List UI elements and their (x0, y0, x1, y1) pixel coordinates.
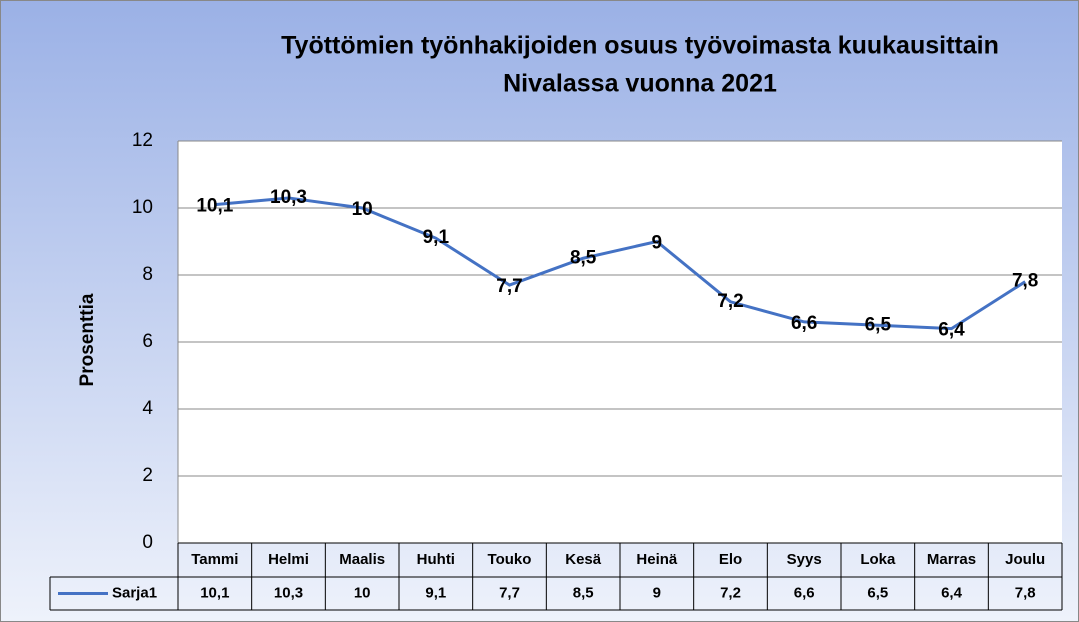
y-tick-label: 12 (132, 130, 153, 151)
x-tick-label: Tammi (191, 551, 238, 568)
table-value: 6,4 (941, 584, 963, 601)
data-label: 8,5 (570, 247, 597, 268)
x-tick-label: Elo (719, 551, 742, 568)
data-label: 6,6 (791, 313, 817, 334)
x-tick-label: Huhti (417, 551, 455, 568)
x-tick-label: Helmi (268, 551, 309, 568)
x-tick-label: Syys (787, 551, 822, 568)
y-tick-label: 0 (142, 532, 153, 553)
table-value: 7,7 (499, 584, 520, 601)
x-tick-label: Marras (927, 551, 976, 568)
x-tick-label: Joulu (1005, 551, 1045, 568)
table-value: 7,2 (720, 584, 741, 601)
data-label: 7,7 (496, 276, 522, 297)
x-tick-label: Touko (488, 551, 532, 568)
data-label: 7,8 (1012, 271, 1038, 292)
data-label: 7,2 (717, 291, 743, 312)
table-value: 6,6 (794, 584, 815, 601)
chart-subtitle: Nivalassa vuonna 2021 (503, 70, 777, 98)
data-label: 9 (652, 233, 663, 254)
legend-label: Sarja1 (112, 584, 157, 601)
x-tick-label: Kesä (565, 551, 602, 568)
data-label: 10 (352, 199, 373, 220)
table-value: 8,5 (573, 584, 594, 601)
y-tick-label: 6 (142, 331, 153, 352)
table-value: 9,1 (425, 584, 446, 601)
x-tick-label: Maalis (339, 551, 385, 568)
data-label: 10,3 (270, 187, 307, 208)
table-value: 6,5 (867, 584, 888, 601)
table-value: 10,1 (200, 584, 229, 601)
chart-title: Työttömien työnhakijoiden osuus työvoima… (281, 32, 999, 60)
data-label: 6,5 (865, 314, 892, 335)
data-label: 10,1 (196, 196, 233, 217)
table-value: 10 (354, 584, 371, 601)
y-axis-label: Prosenttia (77, 293, 98, 386)
y-tick-label: 4 (142, 398, 153, 419)
x-tick-label: Heinä (636, 551, 678, 568)
series-line (214, 196, 1026, 331)
y-tick-label: 10 (132, 197, 153, 218)
data-label: 6,4 (938, 320, 965, 341)
data-label: 9,1 (423, 227, 450, 248)
x-tick-label: Loka (860, 551, 896, 568)
table-value: 7,8 (1015, 584, 1036, 601)
y-tick-label: 2 (142, 465, 153, 486)
table-value: 9 (653, 584, 661, 601)
y-tick-label: 8 (142, 264, 153, 285)
table-value: 10,3 (274, 584, 303, 601)
